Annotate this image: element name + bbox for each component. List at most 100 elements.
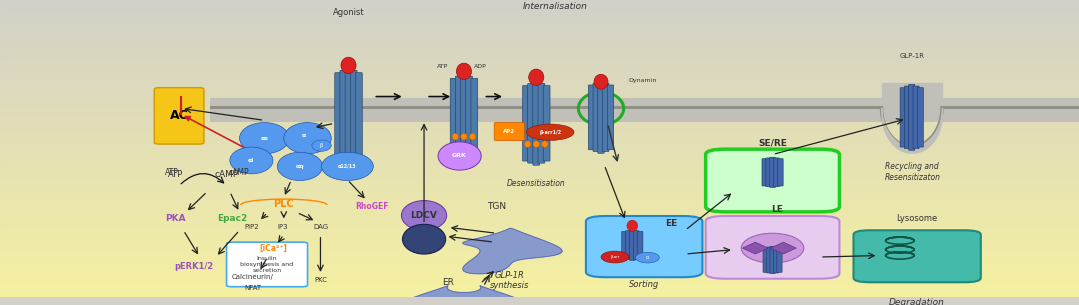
- Bar: [0, 40, 1079, 41]
- Bar: [0, 95, 1079, 96]
- Bar: [0, 119, 1079, 120]
- Bar: [0, 31, 1079, 32]
- Bar: [0, 287, 1079, 288]
- Bar: [0, 275, 1079, 276]
- Bar: [0, 285, 1079, 286]
- Bar: [0, 48, 1079, 49]
- Text: LE: LE: [770, 206, 783, 214]
- Bar: [0, 228, 1079, 229]
- Bar: [0, 20, 1079, 21]
- Bar: [0, 27, 1079, 28]
- Bar: [0, 86, 1079, 87]
- Bar: [0, 38, 1079, 39]
- Bar: [0, 217, 1079, 218]
- Text: Calcineurin/: Calcineurin/: [232, 274, 273, 280]
- FancyBboxPatch shape: [588, 85, 595, 150]
- Ellipse shape: [741, 233, 804, 263]
- Ellipse shape: [529, 69, 544, 85]
- Bar: [0, 111, 1079, 112]
- FancyBboxPatch shape: [227, 242, 308, 287]
- Ellipse shape: [401, 201, 447, 230]
- Bar: [0, 75, 1079, 76]
- Bar: [0, 87, 1079, 88]
- Bar: [0, 32, 1079, 33]
- Bar: [0, 131, 1079, 132]
- Bar: [0, 3, 1079, 4]
- Bar: [0, 209, 1079, 210]
- Bar: [0, 293, 1079, 294]
- FancyBboxPatch shape: [450, 78, 457, 156]
- Bar: [0, 175, 1079, 176]
- Bar: [0, 155, 1079, 156]
- Bar: [0, 269, 1079, 271]
- Polygon shape: [463, 228, 562, 274]
- Bar: [0, 130, 1079, 131]
- Ellipse shape: [452, 133, 459, 140]
- Bar: [0, 200, 1079, 201]
- Bar: [0, 122, 1079, 123]
- FancyBboxPatch shape: [355, 73, 363, 156]
- Text: Dynamin: Dynamin: [628, 78, 656, 83]
- Bar: [0, 277, 1079, 278]
- Bar: [0, 52, 1079, 53]
- Text: ADP: ADP: [474, 64, 487, 69]
- Bar: [0, 98, 1079, 99]
- Bar: [0, 206, 1079, 207]
- Bar: [0, 295, 1079, 296]
- Bar: [0, 39, 1079, 40]
- Bar: [0, 36, 1079, 37]
- Bar: [0, 181, 1079, 182]
- Bar: [0, 74, 1079, 75]
- Text: SE/RE: SE/RE: [759, 138, 787, 148]
- Bar: [0, 187, 1079, 188]
- Bar: [0, 0, 1079, 1]
- Ellipse shape: [527, 124, 574, 140]
- Text: Epac2: Epac2: [217, 214, 247, 223]
- Bar: [0, 29, 1079, 30]
- Bar: [0, 192, 1079, 193]
- Bar: [0, 116, 1079, 117]
- Ellipse shape: [230, 147, 273, 174]
- FancyBboxPatch shape: [528, 84, 534, 163]
- Bar: [210, 99, 1079, 122]
- Bar: [0, 237, 1079, 238]
- Bar: [0, 16, 1079, 17]
- Text: cAMP: cAMP: [229, 168, 249, 177]
- Bar: [0, 157, 1079, 159]
- Bar: [0, 174, 1079, 175]
- Text: γ: γ: [327, 136, 331, 141]
- Bar: [0, 274, 1079, 275]
- Bar: [0, 72, 1079, 73]
- Bar: [0, 151, 1079, 152]
- Bar: [0, 194, 1079, 195]
- Polygon shape: [401, 286, 527, 305]
- Bar: [0, 64, 1079, 65]
- Bar: [0, 126, 1079, 127]
- Text: Internalisation: Internalisation: [523, 2, 588, 11]
- FancyBboxPatch shape: [494, 122, 524, 141]
- Bar: [0, 133, 1079, 134]
- Bar: [0, 265, 1079, 267]
- Bar: [0, 135, 1079, 136]
- Bar: [0, 101, 1079, 102]
- Bar: [0, 296, 1079, 297]
- Bar: [0, 117, 1079, 118]
- Bar: [0, 238, 1079, 239]
- FancyBboxPatch shape: [778, 159, 783, 186]
- Text: NFAT: NFAT: [244, 285, 261, 291]
- FancyBboxPatch shape: [351, 70, 357, 158]
- Bar: [154, 96, 204, 124]
- Text: Recycling and
Resensitizaton: Recycling and Resensitizaton: [885, 162, 941, 182]
- Bar: [0, 142, 1079, 143]
- Bar: [0, 224, 1079, 225]
- Bar: [0, 83, 1079, 84]
- Bar: [0, 65, 1079, 66]
- Bar: [0, 246, 1079, 247]
- Text: α: α: [645, 255, 650, 260]
- Bar: [0, 186, 1079, 187]
- Bar: [0, 60, 1079, 61]
- FancyBboxPatch shape: [900, 88, 906, 147]
- Text: αi: αi: [248, 158, 255, 163]
- Bar: [0, 24, 1079, 25]
- Bar: [0, 218, 1079, 219]
